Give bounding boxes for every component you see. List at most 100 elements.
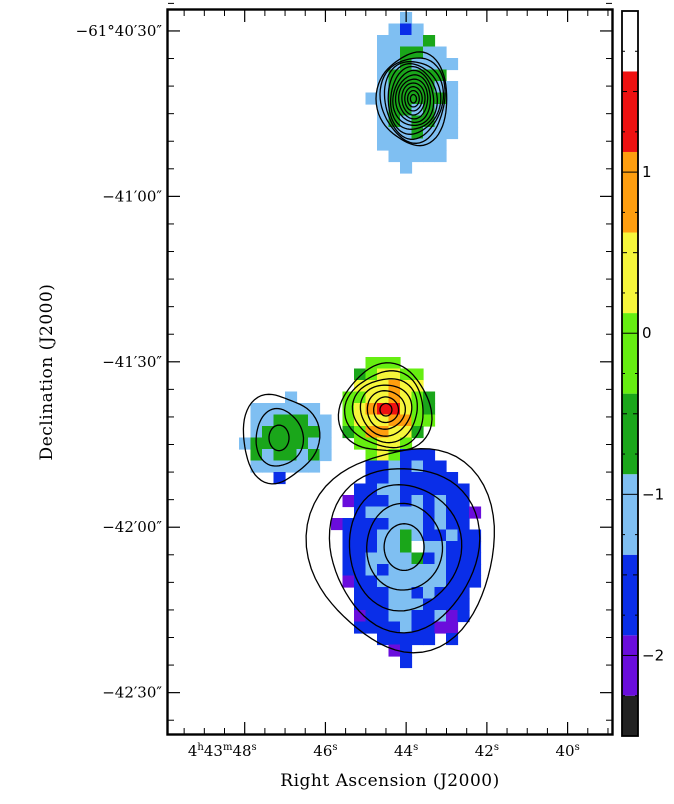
heatmap-cell xyxy=(273,414,286,427)
contour-line xyxy=(255,407,305,467)
heatmap-cell xyxy=(285,414,298,427)
y-tick-label: −42′30″ xyxy=(102,684,162,702)
heatmap-cell xyxy=(423,587,436,600)
heatmap-cell xyxy=(365,483,378,496)
contour-line xyxy=(366,390,406,430)
heatmap-cell xyxy=(411,472,424,485)
heatmap-cell xyxy=(354,391,367,404)
x-tick-label: 4h43m48s xyxy=(188,742,257,760)
heatmap-cell xyxy=(457,610,470,623)
heatmap-cell xyxy=(446,483,459,496)
heatmap-cell xyxy=(434,483,447,496)
heatmap-cell xyxy=(331,518,344,531)
heatmap-cell xyxy=(342,564,355,577)
heatmap-cell xyxy=(400,161,413,174)
x-axis-title: Right Ascension (J2000) xyxy=(280,771,499,791)
contour-line xyxy=(398,78,429,120)
heatmap-cell xyxy=(400,552,413,565)
heatmap-cell xyxy=(285,403,298,416)
heatmap-cell xyxy=(377,58,390,71)
heatmap-cell xyxy=(411,621,424,634)
heatmap-cell xyxy=(273,426,286,439)
heatmap-cell xyxy=(423,483,436,496)
heatmap-cell xyxy=(411,506,424,519)
heatmap-cell xyxy=(423,564,436,577)
heatmap-cell xyxy=(354,564,367,577)
heatmap-cell xyxy=(423,598,436,611)
heatmap-cell xyxy=(377,506,390,519)
x-tick-label: 42s xyxy=(475,742,499,760)
heatmap-cell xyxy=(273,460,286,473)
heatmap-cell xyxy=(411,426,424,439)
heatmap-cell xyxy=(446,495,459,508)
heatmap-cell xyxy=(457,518,470,531)
heatmap-cell xyxy=(411,150,424,163)
heatmap-cell xyxy=(400,541,413,554)
heatmap-cell xyxy=(423,529,436,542)
heatmap-cell xyxy=(365,541,378,554)
colorbar-tick-label: −1 xyxy=(642,485,664,503)
heatmap-cell xyxy=(354,380,367,393)
heatmap-cell xyxy=(354,368,367,381)
heatmap-cell xyxy=(423,633,436,646)
heatmap-cell xyxy=(354,483,367,496)
heatmap-cell xyxy=(400,380,413,393)
heatmap-cell xyxy=(423,460,436,473)
y-tick-label: −41′30″ xyxy=(102,353,162,371)
heatmap-cell xyxy=(446,529,459,542)
contour-line xyxy=(373,396,400,424)
heatmap-cell xyxy=(469,541,482,554)
heatmap-cell xyxy=(400,35,413,48)
heatmap-cell xyxy=(400,598,413,611)
heatmap-cell xyxy=(308,437,321,450)
contour-line xyxy=(383,523,425,572)
heatmap-cell xyxy=(423,35,436,48)
heatmap-cell xyxy=(308,426,321,439)
heatmap-cell xyxy=(400,656,413,669)
heatmap-cell xyxy=(434,150,447,163)
heatmap-cell xyxy=(319,414,332,427)
heatmap-cell xyxy=(388,552,401,565)
heatmap-cell xyxy=(400,495,413,508)
heatmap-cell xyxy=(377,621,390,634)
x-axis-ticks: 4h43m48s 46s 44s 42s 40s xyxy=(183,10,609,760)
heatmap-cell xyxy=(423,414,436,427)
heatmap-cell xyxy=(365,460,378,473)
contour-line xyxy=(389,65,438,130)
heatmap-cell xyxy=(354,518,367,531)
heatmap-cell xyxy=(388,644,401,657)
heatmap-cell xyxy=(400,621,413,634)
heatmap-cell xyxy=(250,460,263,473)
heatmap-cell xyxy=(434,575,447,588)
heatmap-cell xyxy=(342,541,355,554)
heatmap-cell xyxy=(446,518,459,531)
x-tick-label: 46s xyxy=(313,742,337,760)
contour-line xyxy=(268,424,290,452)
heatmap-cell xyxy=(446,541,459,554)
heatmap-cell xyxy=(446,552,459,565)
heatmap-cell xyxy=(377,46,390,59)
heatmap-cell xyxy=(388,46,401,59)
heatmap-cell xyxy=(388,138,401,151)
heatmap-cell xyxy=(388,541,401,554)
heatmap-cell xyxy=(365,368,378,381)
heatmap-cell xyxy=(411,529,424,542)
heatmap-cell xyxy=(377,127,390,140)
heatmap-cell xyxy=(423,58,436,71)
heatmap-cell xyxy=(388,610,401,623)
heatmap-cell xyxy=(365,92,378,105)
heatmap-cell xyxy=(388,575,401,588)
heatmap-cell xyxy=(446,115,459,128)
heatmap-cell xyxy=(365,621,378,634)
y-axis-title: Declination (J2000) xyxy=(37,284,57,461)
heatmap-cell xyxy=(469,575,482,588)
heatmap-cell xyxy=(446,81,459,94)
colorbar-bin xyxy=(622,474,638,555)
heatmap-cell xyxy=(319,449,332,462)
heatmap-cell xyxy=(377,541,390,554)
heatmap-cell xyxy=(446,575,459,588)
heatmap-cell xyxy=(423,518,436,531)
heatmap-cell xyxy=(434,506,447,519)
heatmap-cell xyxy=(365,380,378,393)
heatmap-cell xyxy=(377,564,390,577)
